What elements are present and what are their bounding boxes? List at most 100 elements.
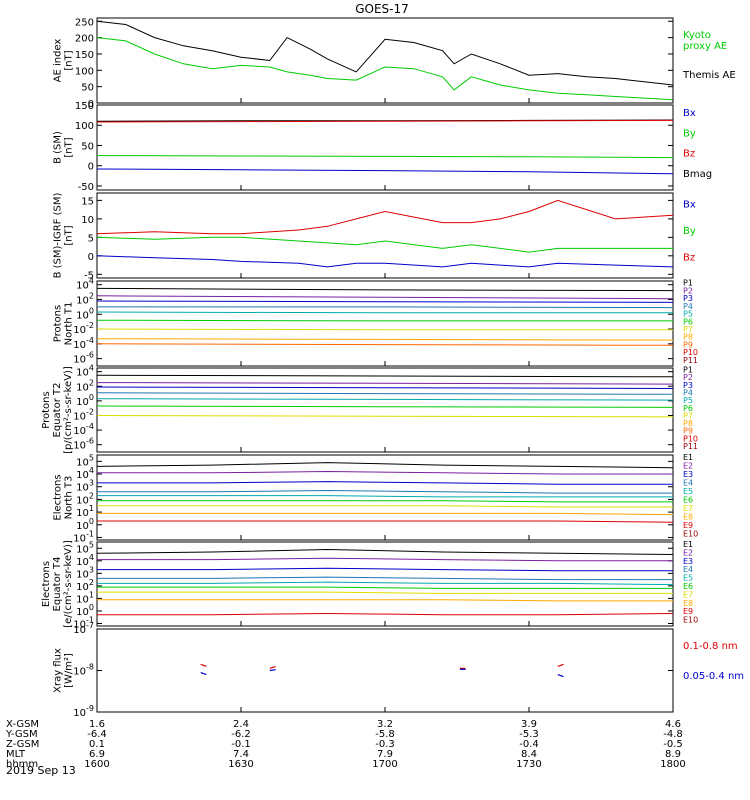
y-axis-label: Protons Equator T2 [p/(cm²-s-sr-keV)]: [41, 366, 74, 454]
panel-bsm: -50 0 50 100 150 B (SM) [nT] Bx By Bz Bmag: [53, 101, 713, 193]
legend-label: E3: [683, 557, 693, 566]
legend-label: P4: [683, 388, 693, 397]
series-p1: [96, 374, 674, 378]
y-label-line: Equator T4: [52, 557, 63, 612]
series-kyoto-proxy-ae: [96, 37, 674, 101]
y-tick-label: 50: [81, 83, 94, 94]
series-by: [96, 155, 674, 159]
legend-label: Bx: [683, 108, 696, 119]
series-bz: [96, 199, 674, 235]
x-tick-label: 6.9: [89, 749, 105, 760]
y-tick-label: -50: [78, 182, 94, 193]
panel-frame: [96, 280, 674, 367]
y-tick-label: 250: [75, 17, 94, 28]
legend-label: Bz: [683, 149, 695, 160]
series-p7: [96, 328, 673, 331]
legend-label: P5: [683, 310, 693, 319]
legend: 0.1-0.8 nm 0.05-0.4 nm: [683, 641, 744, 682]
series-p3: [96, 300, 674, 303]
y-tick-label: 101: [76, 504, 94, 519]
x-tick-label: 3.9: [521, 719, 537, 730]
y-tick-label: 102: [76, 491, 94, 506]
x-tick-label: -4.8: [663, 729, 683, 740]
y-tick-label: 10-1: [73, 615, 94, 630]
legend-label: proxy AE: [683, 41, 727, 52]
x-tick-label: 8.9: [665, 749, 681, 760]
y-tick-label: 100: [75, 66, 94, 77]
y-tick-label: 104: [76, 466, 94, 481]
y-label-line: [nT]: [64, 50, 75, 70]
series-p5: [96, 398, 674, 401]
legend-label: P1: [683, 279, 693, 288]
y-tick-label: 10-4: [73, 336, 94, 351]
legend-label: P10: [683, 348, 698, 357]
panel-frame: [96, 628, 674, 713]
series-0-05-0-4-nm: [557, 674, 564, 678]
series-p5: [96, 311, 673, 314]
series-themis-ae: [96, 20, 674, 86]
y-tick-label: 100: [76, 603, 94, 618]
y-tick-label: 105: [76, 453, 94, 468]
series-e9: [97, 612, 674, 616]
series-0-1-0-8-nm: [269, 665, 276, 669]
y-axis-label: Xray flux [W/m²]: [53, 648, 75, 693]
legend-label: E1: [683, 540, 693, 549]
legend-label: P8: [683, 419, 693, 428]
legend-label: P3: [683, 381, 693, 390]
y-label-line: [nT]: [64, 137, 75, 157]
series-p1: [96, 287, 674, 292]
y-label-line: Protons: [53, 305, 64, 342]
legend-label: P1: [683, 366, 693, 375]
y-tick-label: 10-2: [73, 407, 94, 422]
series-e1: [96, 462, 674, 469]
x-tick-label: -6.2: [231, 729, 251, 740]
series-p2: [96, 295, 674, 300]
legend-label: Bmag: [683, 169, 712, 180]
y-axis-label: AE index [nT]: [53, 39, 75, 83]
legend-label: E9: [683, 521, 693, 530]
series-e5: [97, 495, 673, 498]
x-row-label: hhmm: [6, 759, 38, 770]
legend-label: E10: [683, 530, 698, 539]
legend-label: P8: [683, 333, 693, 342]
y-tick-label: -5: [84, 270, 94, 281]
y-axis-label: Protons North T1: [53, 302, 75, 346]
series-p9: [96, 343, 674, 346]
legend-label: P7: [683, 411, 693, 420]
legend-label: E3: [683, 470, 693, 479]
y-tick-label: 150: [75, 50, 94, 61]
x-tick-label: -5.8: [375, 729, 395, 740]
y-label-line: Xray flux: [53, 648, 64, 693]
series-e3: [97, 567, 673, 572]
legend-label: Kyoto: [683, 30, 711, 41]
legend-label: E6: [683, 496, 693, 505]
y-tick-label: 10-9: [73, 704, 94, 719]
series-e6: [97, 586, 673, 589]
x-axis: X-GSM 1.6 2.4 3.2 3.9 4.6 Y-GSM -6.4 -6.2 -5.8 -5.…: [5, 98, 686, 770]
series-p6: [96, 319, 673, 322]
x-tick-label: 7.4: [233, 749, 249, 760]
x-row-label: Z-GSM: [6, 739, 39, 750]
y-label-line: Electrons: [41, 561, 52, 607]
panel-xray: 10-7 10-8 10-9 Xray flux [W/m²] 0.1-0.8 nm 0.0…: [53, 621, 745, 719]
series-e9: [97, 520, 674, 523]
series-by: [96, 236, 673, 253]
series-e7: [97, 591, 673, 594]
y-label-line: Equator T2: [52, 383, 63, 438]
legend: Bx By Bz Bmag: [683, 108, 712, 180]
legend-label: 0.05-0.4 nm: [683, 671, 744, 682]
series-0-05-0-4-nm: [269, 669, 276, 672]
legend-label: P5: [683, 396, 693, 405]
y-tick-label: 102: [76, 578, 94, 593]
series-e4: [97, 489, 673, 494]
y-tick-label: 10-8: [73, 663, 94, 678]
legend-label: P7: [683, 325, 693, 334]
y-label-line: [e/(cm²-s-sr-keV)]: [63, 540, 74, 628]
y-tick-label: 10-6: [73, 351, 94, 366]
y-tick-label: 50: [81, 141, 94, 152]
